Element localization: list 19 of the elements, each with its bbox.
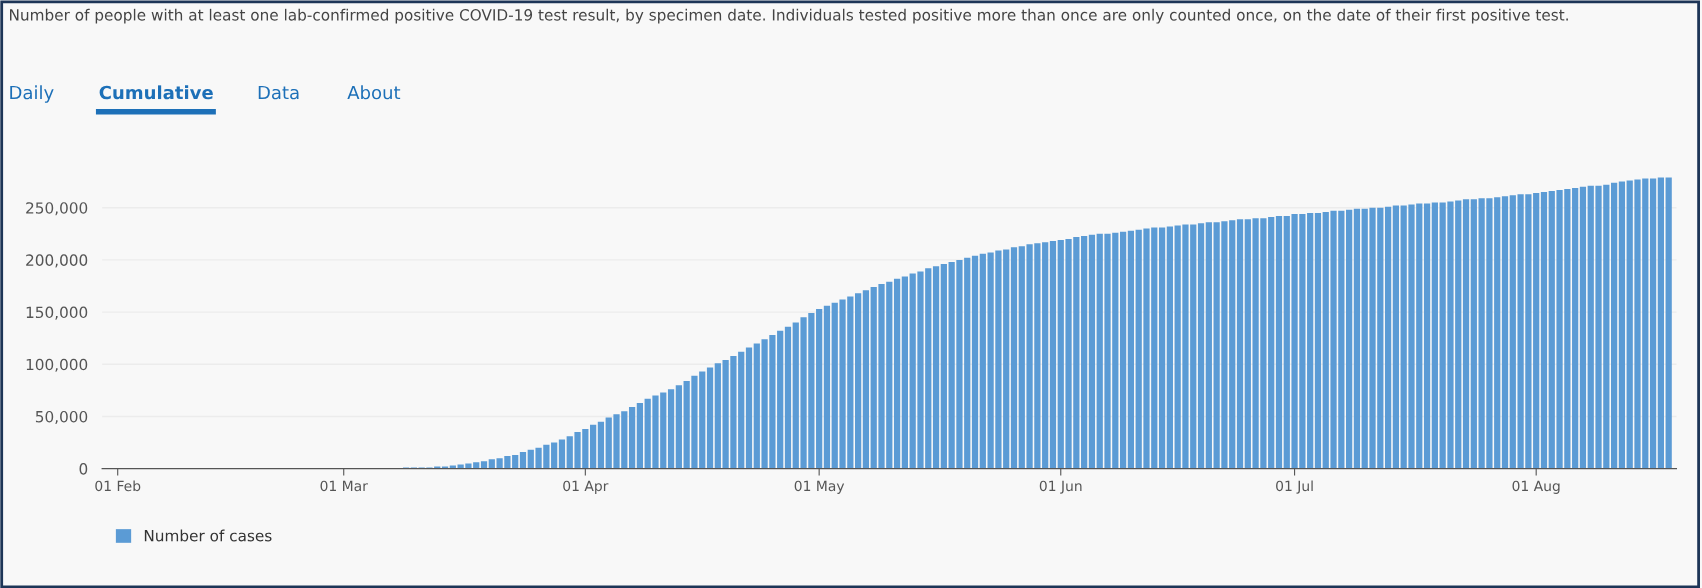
text: Daily — [10, 85, 54, 103]
text: About — [347, 85, 401, 100]
y-tick-label: 250,000 — [26, 202, 88, 216]
y-tick-label: 50,000 — [35, 410, 88, 425]
text: Cumulative — [99, 85, 213, 100]
text: Data — [258, 85, 299, 100]
legend-label: Number of cases — [144, 529, 272, 542]
x-tick-label: 01 Jul — [1276, 480, 1313, 494]
x-tick-label: 01 May — [794, 480, 845, 494]
x-tick-label: 01 Jun — [1039, 480, 1082, 494]
x-tick-label: 01 Mar — [320, 480, 368, 492]
x-tick-label: 01 Apr — [563, 480, 609, 494]
y-tick-label: 200,000 — [26, 254, 88, 268]
y-tick-label: 100,000 — [26, 358, 88, 372]
y-tick-label: 150,000 — [26, 306, 88, 320]
x-tick-label: 01 Feb — [95, 480, 141, 492]
y-tick-label: 0 — [79, 463, 88, 475]
x-tick-label: 01 Aug — [1512, 480, 1560, 494]
chart-title: Number of people with at least one lab-confirmed positive COVID-19 test result, by specimen date. Individuals tested positive more than once are only counted once, on the date of their first positive test. — [10, 8, 1568, 24]
